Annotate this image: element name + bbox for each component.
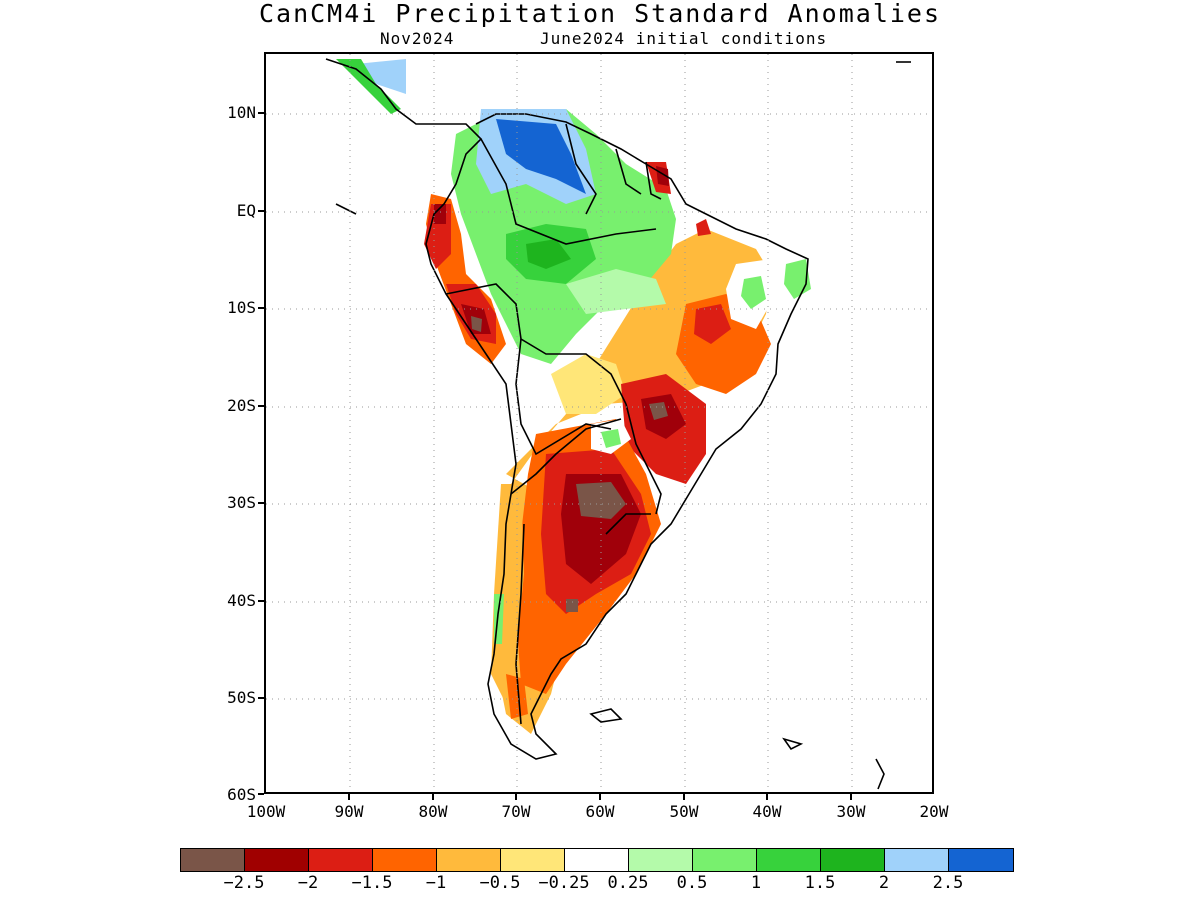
country-border [605, 513, 651, 535]
lon-tick [432, 794, 434, 800]
country-border [615, 148, 642, 195]
colorbar-swatch [181, 849, 245, 871]
lat-tick [258, 112, 264, 114]
anomaly-region [356, 59, 406, 94]
colorbar-label: 1 [750, 873, 762, 893]
lat-tick [258, 793, 264, 795]
colorbar-swatch [757, 849, 821, 871]
anomaly-region [649, 402, 668, 420]
lat-tick [258, 405, 264, 407]
colorbar-label: −1 [425, 873, 447, 893]
gridlines [266, 54, 932, 792]
country-border [645, 161, 662, 200]
anomaly-shading [336, 59, 811, 734]
lon-tick [515, 794, 517, 800]
subtitle-month: Nov2024 [380, 29, 455, 48]
colorbar-swatch [885, 849, 949, 871]
anomaly-region [496, 119, 586, 194]
lon-label-30w: 30W [836, 802, 866, 821]
country-border [515, 338, 612, 456]
lat-label-10s: 10S [227, 298, 256, 317]
colorbar-swatch [437, 849, 501, 871]
anomaly-region [576, 482, 626, 519]
colorbar-label: −0.5 [479, 873, 521, 893]
anomaly-region [336, 59, 401, 114]
island-outline [782, 737, 804, 751]
colorbar-label: −0.25 [538, 873, 590, 893]
country-border [480, 138, 657, 245]
precip-anomaly-map [266, 54, 932, 792]
lon-tick [766, 794, 768, 800]
lon-label-50w: 50W [669, 802, 699, 821]
island-outline [335, 203, 357, 215]
lat-label-40s: 40S [227, 591, 256, 610]
colorbar-swatch [693, 849, 757, 871]
anomaly-region [526, 239, 571, 269]
anomaly-region [434, 204, 446, 224]
lat-tick [258, 502, 264, 504]
colorbar-label: 0.25 [607, 873, 649, 893]
coastline [325, 58, 911, 790]
lat-tick [258, 697, 264, 699]
colorbar-label: −2 [297, 873, 319, 893]
chart-title: CanCM4i Precipitation Standard Anomalies [258, 0, 942, 28]
colorbar-label: −2.5 [223, 873, 265, 893]
lat-label-50s: 50S [227, 688, 256, 707]
colorbar-label: 0.5 [676, 873, 708, 893]
colorbar-swatch [821, 849, 885, 871]
lon-tick [599, 794, 601, 800]
subtitle-initial-conditions: June2024 initial conditions [540, 29, 828, 48]
lon-tick [348, 794, 350, 800]
lon-label-80w: 80W [418, 802, 448, 821]
country-border [625, 403, 662, 515]
anomaly-region [694, 304, 731, 344]
colorbar-swatch [565, 849, 629, 871]
lon-tick [850, 794, 852, 800]
island-outline [589, 708, 623, 723]
lon-label-100w: 100W [246, 802, 286, 821]
island-outline [875, 758, 885, 790]
colorbar-swatch [373, 849, 437, 871]
colorbar-swatch [949, 849, 1013, 871]
anomaly-region [696, 219, 711, 236]
colorbar-swatch [629, 849, 693, 871]
lon-label-90w: 90W [334, 802, 364, 821]
country-border [515, 523, 525, 725]
lat-label-30s: 30S [227, 493, 256, 512]
lat-label-20s: 20S [227, 396, 256, 415]
colorbar-swatch [501, 849, 565, 871]
lat-label-eq: EQ [236, 201, 256, 220]
country-border [565, 123, 597, 215]
anomaly-region [741, 276, 766, 309]
continent-outline [325, 58, 809, 760]
anomaly-region [601, 429, 621, 448]
lon-label-40w: 40W [752, 802, 782, 821]
lon-label-60w: 60W [585, 802, 615, 821]
lon-label-70w: 70W [501, 802, 531, 821]
colorbar-swatch [309, 849, 373, 871]
map-panel [264, 52, 934, 794]
country-border [445, 283, 627, 405]
anomaly-region [551, 354, 626, 414]
lat-tick [258, 600, 264, 602]
lon-tick [683, 794, 685, 800]
lon-label-20w: 20W [919, 802, 949, 821]
lat-label-60s: 60S [227, 785, 256, 804]
lat-tick [258, 307, 264, 309]
colorbar [180, 848, 1014, 872]
anomaly-region [566, 599, 578, 612]
anomaly-region [566, 269, 666, 314]
anomaly-region [656, 166, 669, 186]
colorbar-label: −1.5 [351, 873, 393, 893]
colorbar-label: 2.5 [932, 873, 964, 893]
anomaly-region [491, 484, 524, 704]
colorbar-swatch [245, 849, 309, 871]
lat-label-10n: 10N [227, 103, 256, 122]
colorbar-label: 2 [878, 873, 890, 893]
country-border [510, 418, 622, 495]
colorbar-label: 1.5 [804, 873, 836, 893]
lat-tick [258, 210, 264, 212]
anomaly-region [471, 316, 482, 332]
